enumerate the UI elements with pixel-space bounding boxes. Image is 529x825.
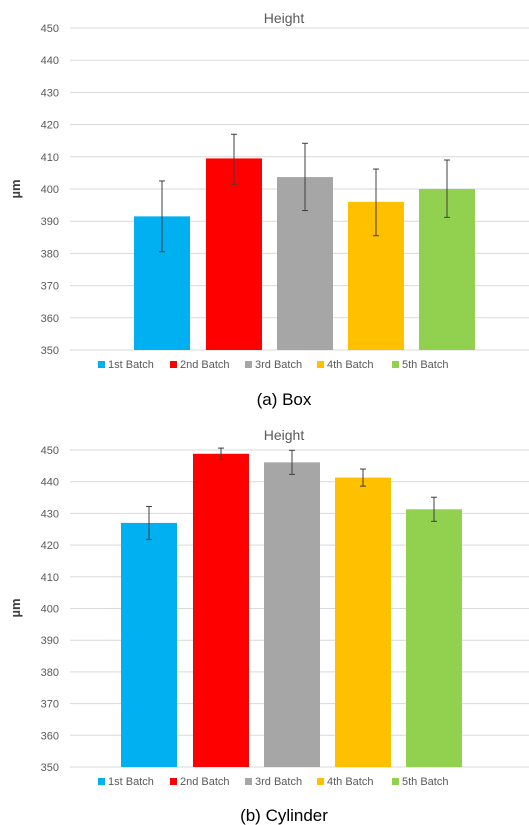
y-tick-label: 360 bbox=[41, 730, 59, 742]
legend-swatch-1 bbox=[98, 361, 105, 368]
legend-label-1: 1st Batch bbox=[108, 776, 154, 788]
legend-label-3: 3rd Batch bbox=[255, 776, 302, 788]
y-tick-label: 450 bbox=[41, 23, 59, 35]
y-tick-label: 430 bbox=[41, 508, 59, 520]
legend-swatch-3 bbox=[245, 778, 252, 785]
legend-label-4: 4th Batch bbox=[327, 776, 373, 788]
figure-caption: (a) Box bbox=[257, 390, 312, 409]
y-tick-label: 380 bbox=[41, 667, 59, 679]
bar-2 bbox=[206, 158, 262, 350]
legend-label-5: 5th Batch bbox=[402, 359, 448, 371]
y-tick-label: 350 bbox=[41, 762, 59, 774]
chart-panel-1: 350 360 370 380 390 400 410 420 430 440 450 Height µ… bbox=[8, 10, 529, 409]
legend-swatch-2 bbox=[170, 361, 177, 368]
y-tick-label: 350 bbox=[41, 345, 59, 357]
legend-swatch-5 bbox=[392, 778, 399, 785]
y-tick-label: 400 bbox=[41, 604, 59, 616]
legend-swatch-5 bbox=[392, 361, 399, 368]
bar-4 bbox=[335, 477, 391, 767]
legend-label-5: 5th Batch bbox=[402, 776, 448, 788]
chart-title: Height bbox=[264, 10, 305, 26]
chart-title: Height bbox=[264, 427, 305, 443]
legend-label-2: 2nd Batch bbox=[180, 359, 230, 371]
legend-swatch-4 bbox=[317, 778, 324, 785]
legend-label-4: 4th Batch bbox=[327, 359, 373, 371]
y-tick-label: 390 bbox=[41, 216, 59, 228]
figure-caption: (b) Cylinder bbox=[240, 806, 328, 825]
y-tick-label: 430 bbox=[41, 87, 59, 99]
y-tick-label: 380 bbox=[41, 248, 59, 260]
legend-swatch-2 bbox=[170, 778, 177, 785]
bar-5 bbox=[406, 509, 462, 767]
y-tick-label: 410 bbox=[41, 152, 59, 164]
bar-1 bbox=[121, 522, 177, 767]
y-tick-label: 390 bbox=[41, 635, 59, 647]
y-tick-label: 410 bbox=[41, 572, 59, 584]
legend-label-1: 1st Batch bbox=[108, 359, 154, 371]
y-axis-label: µm bbox=[8, 598, 23, 617]
legend-label-2: 2nd Batch bbox=[180, 776, 230, 788]
y-tick-label: 420 bbox=[41, 120, 59, 132]
bar-3 bbox=[264, 462, 320, 767]
legend-swatch-1 bbox=[98, 778, 105, 785]
y-tick-label: 360 bbox=[41, 313, 59, 325]
y-tick-label: 420 bbox=[41, 540, 59, 552]
y-tick-label: 450 bbox=[41, 445, 59, 457]
y-axis-label: µm bbox=[8, 179, 23, 198]
legend-label-3: 3rd Batch bbox=[255, 359, 302, 371]
y-tick-label: 440 bbox=[41, 477, 59, 489]
legend-swatch-4 bbox=[317, 361, 324, 368]
y-tick-label: 370 bbox=[41, 281, 59, 293]
y-tick-label: 400 bbox=[41, 184, 59, 196]
legend-swatch-3 bbox=[245, 361, 252, 368]
chart-panel-2: 350 360 370 380 390 400 410 420 430 440 450 Height µ… bbox=[8, 427, 529, 825]
y-tick-label: 440 bbox=[41, 55, 59, 67]
bar-2 bbox=[193, 453, 249, 767]
y-tick-label: 370 bbox=[41, 699, 59, 711]
